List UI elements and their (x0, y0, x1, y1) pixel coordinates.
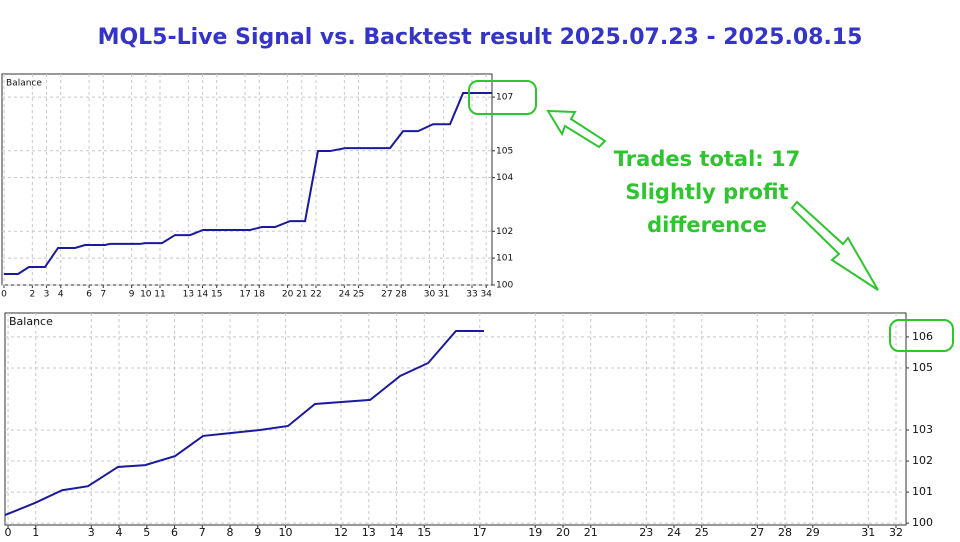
x-tick-label: 0 (1, 290, 7, 300)
y-tick-label: 104 (496, 173, 513, 183)
x-tick-label: 31 (438, 290, 449, 300)
balance-line (4, 330, 484, 516)
x-tick-label: 33 (466, 290, 477, 300)
x-tick-label: 27 (381, 290, 392, 300)
y-tick-label: 106 (912, 330, 933, 343)
x-tick-label: 30 (424, 290, 436, 300)
x-tick-label: 9 (254, 526, 261, 539)
y-tick-label: 101 (912, 485, 933, 498)
arrow (546, 109, 607, 149)
x-tick-label: 10 (140, 290, 152, 300)
y-tick-label: 102 (912, 454, 933, 467)
x-tick-label: 18 (254, 290, 266, 300)
x-tick-label: 2 (29, 290, 35, 300)
highlight-box (468, 80, 537, 115)
x-tick-label: 24 (339, 290, 351, 300)
x-tick-label: 28 (395, 290, 407, 300)
x-tick-label: 20 (282, 290, 294, 300)
x-tick-label: 14 (390, 526, 404, 539)
y-tick-label: 105 (912, 361, 933, 374)
x-tick-label: 29 (806, 526, 820, 539)
plot-area (4, 312, 907, 526)
x-tick-label: 23 (639, 526, 653, 539)
x-tick-label: 24 (667, 526, 681, 539)
x-tick-label: 4 (116, 526, 123, 539)
x-tick-label: 28 (778, 526, 792, 539)
x-tick-label: 17 (239, 290, 250, 300)
x-tick-label: 11 (154, 290, 165, 300)
x-tick-label: 34 (480, 290, 492, 300)
x-tick-label: 0 (5, 526, 12, 539)
y-tick-label: 103 (912, 423, 933, 436)
x-tick-label: 15 (211, 290, 222, 300)
highlight-box (889, 319, 954, 352)
x-tick-label: 32 (889, 526, 903, 539)
x-tick-label: 20 (556, 526, 570, 539)
x-tick-label: 14 (197, 290, 209, 300)
plot-area (1, 73, 493, 286)
y-tick-label: 100 (496, 281, 513, 291)
x-tick-label: 3 (44, 290, 50, 300)
balance-line (3, 92, 492, 275)
x-tick-label: 8 (227, 526, 234, 539)
x-tick-label: 7 (199, 526, 206, 539)
x-tick-label: 27 (750, 526, 764, 539)
page-title: MQL5-Live Signal vs. Backtest result 202… (98, 25, 863, 50)
x-tick-label: 10 (279, 526, 293, 539)
x-tick-label: 25 (695, 526, 709, 539)
x-tick-label: 17 (473, 526, 487, 539)
x-tick-label: 21 (296, 290, 307, 300)
x-tick-label: 7 (100, 290, 106, 300)
x-tick-label: 1 (32, 526, 39, 539)
y-tick-label: 107 (496, 93, 513, 103)
x-tick-label: 19 (528, 526, 542, 539)
series-label: Balance (6, 79, 42, 89)
y-tick-label: 102 (496, 227, 513, 237)
x-tick-label: 21 (584, 526, 598, 539)
y-tick-label: 105 (496, 146, 513, 156)
x-tick-label: 15 (417, 526, 431, 539)
x-tick-label: 5 (143, 526, 150, 539)
x-tick-label: 4 (58, 290, 64, 300)
x-tick-label: 6 (86, 290, 92, 300)
annotation: Trades total: 17 (614, 147, 800, 171)
x-tick-label: 31 (861, 526, 875, 539)
x-tick-label: 3 (88, 526, 95, 539)
x-tick-label: 13 (183, 290, 194, 300)
annotation: Slightly profit (625, 180, 788, 204)
x-tick-label: 6 (171, 526, 178, 539)
x-tick-label: 9 (129, 290, 135, 300)
series-label: Balance (9, 315, 53, 328)
x-tick-label: 12 (334, 526, 348, 539)
y-tick-label: 101 (496, 254, 513, 264)
x-tick-label: 25 (353, 290, 364, 300)
y-tick-label: 100 (912, 516, 933, 529)
arrow (790, 200, 879, 291)
annotation: difference (647, 213, 767, 237)
x-tick-label: 22 (310, 290, 321, 300)
x-tick-label: 13 (362, 526, 376, 539)
